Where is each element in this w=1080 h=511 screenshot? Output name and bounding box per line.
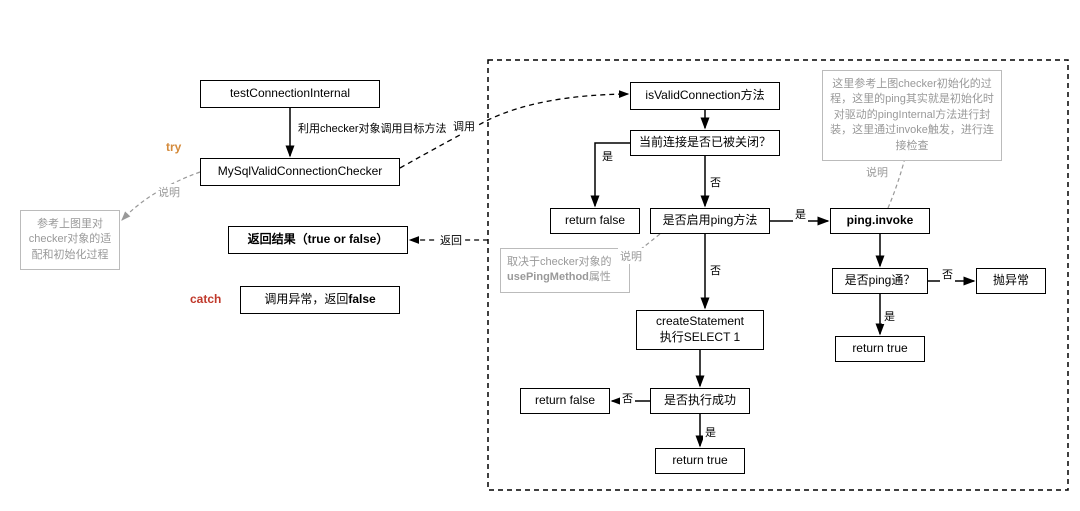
note2-tail: 属性 bbox=[589, 271, 611, 283]
n9-line2: 执行SELECT 1 bbox=[656, 330, 744, 346]
lbl-yes-4: 是 bbox=[703, 424, 718, 440]
node-closed-check: 当前连接是否已被关闭？ bbox=[630, 130, 780, 156]
node-exec-ok: 是否执行成功 bbox=[650, 388, 750, 414]
note-usePingMethod: 取决于checker对象的 usePingMethod属性 bbox=[500, 248, 630, 293]
flowchart-canvas: testConnectionInternal MySqlValidConnect… bbox=[0, 0, 1080, 511]
lbl-no-3: 否 bbox=[940, 266, 955, 282]
node-throw: 抛异常 bbox=[976, 268, 1046, 294]
node-createStatement: createStatement 执行SELECT 1 bbox=[636, 310, 764, 350]
note2-pre: 取决于checker对象的 bbox=[507, 256, 612, 268]
node-isValidConnection: isValidConnection方法 bbox=[630, 82, 780, 110]
n9-line1: createStatement bbox=[656, 314, 744, 330]
kw-try: try bbox=[166, 140, 181, 154]
node-return-true-1: return true bbox=[835, 336, 925, 362]
lbl-explain-3: 说明 bbox=[864, 164, 890, 180]
kw-catch: catch bbox=[190, 292, 221, 306]
note-ping-explain: 这里参考上图checker初始化的过程，这里的ping其实就是初始化时对驱动的p… bbox=[822, 70, 1002, 161]
note2-bold: usePingMethod bbox=[507, 271, 589, 283]
lbl-yes-3: 是 bbox=[882, 308, 897, 324]
lbl-return: 返回 bbox=[438, 232, 464, 248]
node-mysqlChecker: MySqlValidConnectionChecker bbox=[200, 158, 400, 186]
lbl-no-2: 否 bbox=[708, 262, 723, 278]
lbl-checker-call: 利用checker对象调用目标方法 bbox=[296, 120, 449, 136]
lbl-explain-2: 说明 bbox=[618, 248, 644, 264]
node-ping-invoke: ping.invoke bbox=[830, 208, 930, 234]
note-left: 参考上图里对checker对象的适配和初始化过程 bbox=[20, 210, 120, 270]
node-return-false-2: return false bbox=[520, 388, 610, 414]
lbl-no-1: 否 bbox=[708, 174, 723, 190]
catch-bold: false bbox=[348, 292, 375, 308]
node-return-result: 返回结果（true or false） bbox=[228, 226, 408, 254]
node-testConnectionInternal: testConnectionInternal bbox=[200, 80, 380, 108]
catch-label: 调用异常，返回 bbox=[264, 292, 348, 308]
lbl-yes-2: 是 bbox=[793, 206, 808, 222]
node-return-true-2: return true bbox=[655, 448, 745, 474]
lbl-yes-1: 是 bbox=[600, 148, 615, 164]
lbl-explain-1: 说明 bbox=[156, 184, 182, 200]
node-ping-ok: 是否ping通？ bbox=[832, 268, 928, 294]
node-return-false-1: return false bbox=[550, 208, 640, 234]
node-ping-enabled: 是否启用ping方法 bbox=[650, 208, 770, 234]
lbl-no-4: 否 bbox=[620, 390, 635, 406]
lbl-invoke: 调用 bbox=[451, 118, 477, 134]
node-catch-false: 调用异常，返回false bbox=[240, 286, 400, 314]
